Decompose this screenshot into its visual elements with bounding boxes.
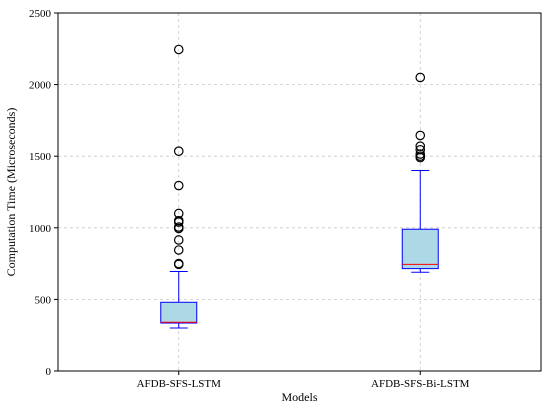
axis-ticks: 0 500 1000 1500 2000 2500 AFDB-SFS-LSTM AFDB-SF… — [29, 8, 470, 390]
outlier-point — [415, 141, 426, 151]
iqr-box — [401, 228, 439, 270]
x-tick-label: AFDB-SFS-Bi-LSTM — [371, 378, 470, 390]
y-tick-label: 0 — [46, 366, 52, 378]
grid-lines — [58, 12, 541, 372]
outlier-point — [173, 44, 184, 55]
y-tick-label: 2500 — [29, 8, 52, 20]
y-tick-label: 2000 — [29, 80, 52, 92]
x-axis-label: Models — [282, 390, 318, 404]
y-axis-label: Computation Time (Microseconds) — [4, 108, 18, 277]
y-tick-label: 1500 — [29, 151, 52, 163]
y-tick-label: 500 — [35, 294, 52, 306]
iqr-box — [160, 301, 198, 324]
y-tick-label: 1000 — [29, 223, 52, 235]
plot-frame — [57, 12, 542, 372]
outlier-point — [173, 215, 184, 226]
x-tick-label: AFDB-SFS-LSTM — [137, 378, 222, 390]
outlier-point — [415, 130, 426, 141]
boxes-layer — [160, 44, 439, 329]
outlier-point — [173, 222, 184, 232]
outlier-point — [173, 245, 184, 255]
outlier-point — [415, 144, 426, 155]
outlier-point — [173, 180, 184, 191]
outlier-point — [173, 146, 184, 156]
outlier-point — [173, 208, 184, 219]
box-group-2 — [401, 72, 439, 273]
outlier-point — [173, 258, 184, 269]
box-group-1 — [160, 44, 198, 329]
outlier-point — [415, 72, 426, 83]
outlier-point — [173, 235, 184, 245]
